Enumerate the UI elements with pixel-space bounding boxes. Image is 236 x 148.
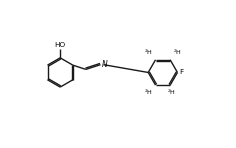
Text: $^2$H: $^2$H	[173, 48, 181, 57]
Text: $^2$H: $^2$H	[144, 48, 153, 57]
Text: F: F	[179, 69, 183, 75]
Text: $^2$H: $^2$H	[167, 88, 176, 97]
Text: N: N	[101, 60, 107, 69]
Text: $^2$H: $^2$H	[144, 87, 153, 97]
Text: HO: HO	[55, 42, 66, 48]
